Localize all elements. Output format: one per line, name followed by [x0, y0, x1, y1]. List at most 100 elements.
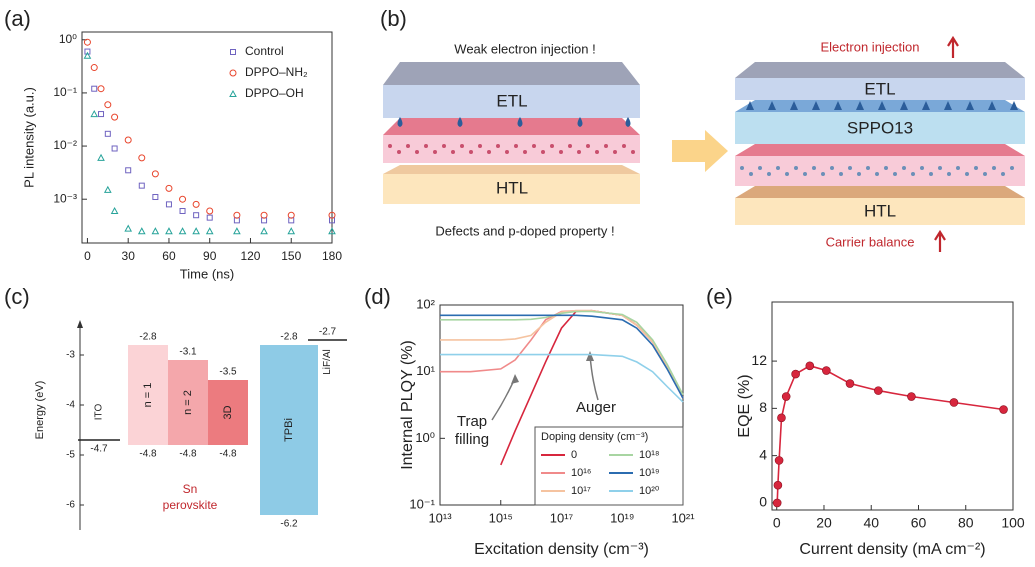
device-left: [383, 62, 640, 204]
legend-label: DPPO–NH₂: [245, 65, 308, 79]
marker: [206, 214, 213, 221]
dopant: [944, 101, 952, 110]
y-tick-label: 10²: [416, 296, 435, 311]
molecule: [406, 144, 410, 148]
marker: [845, 379, 855, 388]
marker: [805, 361, 815, 371]
value-label: -2.8: [139, 332, 157, 343]
y-tick-label: -5: [66, 450, 75, 461]
htl-layer: [735, 198, 1025, 225]
legend-title: Doping density (cm⁻³): [541, 431, 648, 443]
axis-arrow: [77, 320, 83, 328]
marker: [230, 49, 236, 55]
x-axis-label: Time (ns): [180, 266, 234, 281]
marker: [138, 154, 146, 162]
marker: [111, 145, 118, 152]
etl-layer: [735, 78, 1025, 100]
energy-bar: [168, 360, 208, 445]
marker: [773, 480, 783, 490]
layer-label: HTL: [864, 201, 896, 220]
dopant: [517, 117, 523, 127]
bar-label: n = 1: [142, 383, 154, 408]
marker: [229, 89, 237, 97]
x-tick-label: 10¹⁷: [550, 510, 574, 525]
etl-layer: [383, 85, 640, 118]
molecule: [956, 166, 960, 170]
molecule: [776, 166, 780, 170]
y-axis-label: Energy (eV): [34, 381, 46, 440]
y-tick-label: 10¹: [416, 363, 435, 378]
marker: [193, 212, 200, 219]
arrow-head: [511, 374, 519, 384]
legend-label: 10¹⁸: [639, 449, 660, 461]
molecule: [541, 150, 545, 154]
marker: [151, 227, 160, 235]
marker: [233, 211, 241, 219]
y-tick-label: 10⁰: [415, 430, 435, 445]
y-axis-label: EQE (%): [736, 374, 753, 437]
marker: [151, 170, 159, 178]
level-label: LiF/Al: [322, 349, 333, 375]
molecule: [595, 150, 599, 154]
molecule: [388, 144, 392, 148]
molecule: [911, 172, 915, 176]
value-label: -3.5: [219, 367, 237, 378]
marker: [104, 130, 111, 137]
panel-label: (e): [706, 284, 733, 309]
marker: [111, 113, 119, 121]
molecule: [559, 150, 563, 154]
value-label: -2.7: [319, 327, 337, 338]
caption: Electron injection: [821, 39, 920, 54]
panel-label: (c): [4, 284, 30, 309]
annotation: filling: [455, 431, 489, 448]
marker: [907, 392, 916, 401]
molecule: [884, 166, 888, 170]
process-arrow: [672, 130, 728, 172]
caption: Defects and p-doped property !: [435, 223, 614, 238]
molecule: [812, 166, 816, 170]
molecule: [839, 172, 843, 176]
y-axis-label: Internal PLQY (%): [399, 340, 416, 470]
plot-frame: [81, 31, 333, 244]
dopant: [966, 101, 974, 110]
molecule: [469, 150, 473, 154]
value-label: -2.8: [280, 332, 298, 343]
x-tick-label: 180: [322, 249, 342, 263]
marker: [949, 398, 959, 407]
legend-label: 10²⁰: [639, 485, 660, 497]
molecule: [938, 166, 942, 170]
x-tick-label: 100: [1001, 515, 1025, 531]
y-tick-label: 4: [759, 446, 767, 462]
marker: [179, 208, 186, 215]
molecule: [983, 172, 987, 176]
marker: [178, 227, 187, 235]
molecule: [487, 150, 491, 154]
marker: [124, 136, 132, 144]
htl-face: [735, 186, 1025, 198]
y-tick-label: 10⁻²: [53, 138, 77, 152]
molecule: [1010, 166, 1014, 170]
caption: Weak electron injection !: [454, 41, 595, 56]
electrode-face: [383, 62, 640, 85]
up-arrow: [947, 35, 959, 58]
y-tick-label: 10⁻³: [53, 191, 77, 205]
bar-label: n = 2: [182, 390, 194, 415]
marker: [260, 227, 268, 235]
energy-bar: [128, 345, 168, 445]
molecule: [947, 172, 951, 176]
value-label: -4.7: [90, 444, 108, 455]
electrode-face: [735, 62, 1025, 78]
marker: [165, 184, 173, 192]
molecule: [758, 166, 762, 170]
annotation: Trap: [457, 413, 487, 430]
marker: [98, 111, 105, 118]
panel-label: (d): [364, 284, 391, 309]
x-tick-label: 20: [816, 515, 832, 531]
molecule: [397, 150, 401, 154]
dopant: [988, 101, 996, 110]
molecule: [920, 166, 924, 170]
molecule: [857, 172, 861, 176]
marker: [165, 227, 173, 235]
perovskite-face: [383, 118, 640, 135]
x-tick-label: 80: [958, 515, 974, 531]
